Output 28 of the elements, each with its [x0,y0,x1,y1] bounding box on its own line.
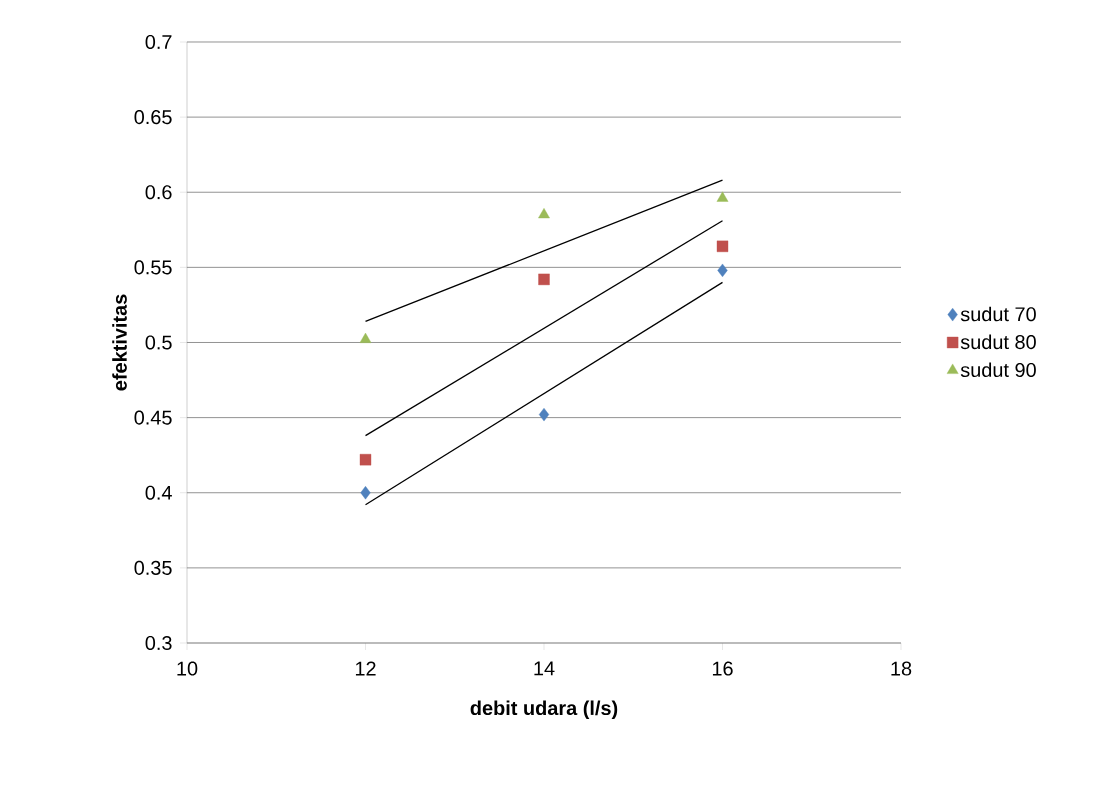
legend-label: sudut 70 [960,306,1036,322]
point [360,486,371,500]
point [716,191,729,202]
y-tick-label: 0.7 [145,34,172,50]
point [538,273,550,286]
y-tick-label: 0.4 [145,485,172,500]
y-tick-label: 0.6 [145,185,172,200]
y-axis-title: efektivitas [112,294,127,391]
x-tick-label: 14 [534,661,555,676]
y-tick-label: 0.35 [134,560,172,575]
y-tick-label: 0.45 [134,410,172,425]
point [538,208,550,219]
y-tick-label: 0.65 [134,110,172,125]
point [717,263,728,278]
x-tick-label: 16 [712,661,733,676]
y-tick-label: 0.5 [145,335,172,350]
point [716,240,729,253]
x-tick-label: 10 [177,661,198,676]
legend-label: sudut 90 [960,362,1036,378]
x-tick-label: 18 [891,661,912,676]
point [359,454,372,466]
point [538,407,550,422]
x-axis-title: debit udara (l/s) [470,700,618,720]
point [359,332,372,343]
x-tick-label: 12 [355,661,376,676]
y-tick-label: 0.55 [134,260,172,275]
y-tick-label: 0.3 [145,635,172,651]
legend-label: sudut 80 [960,334,1036,350]
